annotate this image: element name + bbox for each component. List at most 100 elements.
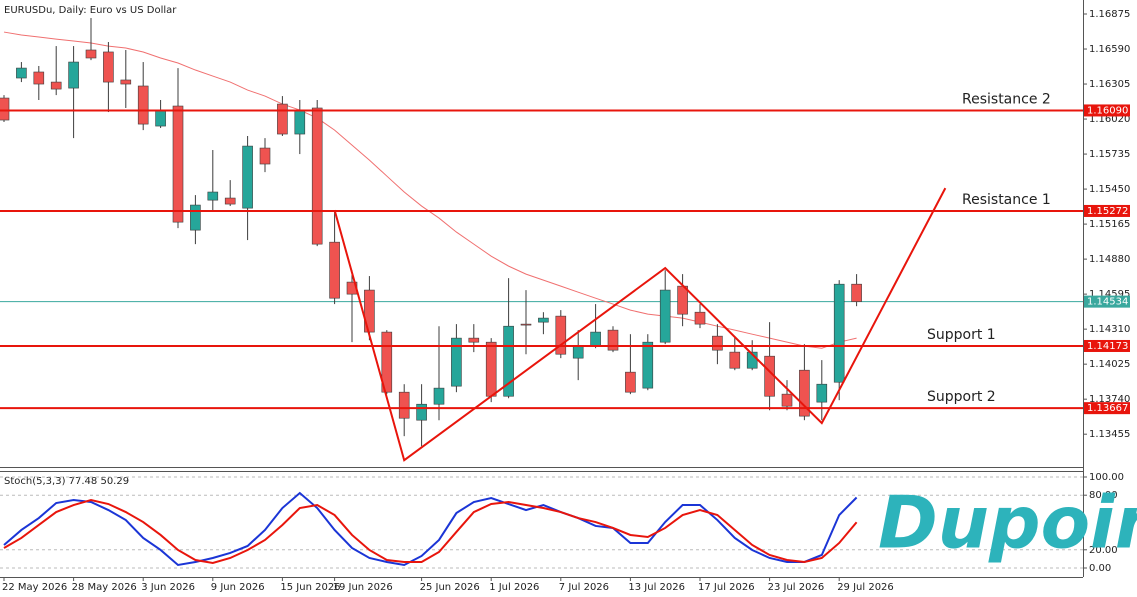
x-tick-label: 9 Jun 2026 <box>211 582 265 593</box>
x-tick-label: 22 May 2026 <box>2 582 67 593</box>
candle-body <box>833 283 845 383</box>
pattern-line <box>333 187 947 462</box>
candle-body <box>607 329 619 351</box>
stochastic-line <box>3 498 858 565</box>
chart-title: EURUSDu, Daily: Euro vs US Dollar <box>4 5 177 16</box>
x-tick-label: 15 Jun 2026 <box>280 582 340 593</box>
y-tick-label: 1.13740 <box>1089 394 1130 405</box>
price-tag <box>1084 295 1130 308</box>
level-name: Resistance 1 <box>962 192 1051 208</box>
y-tick-label: 80.00 <box>1089 490 1118 501</box>
candle-body <box>642 341 654 389</box>
candle-body <box>625 371 636 393</box>
candle-body <box>103 51 114 83</box>
y-tick-label: 1.13455 <box>1089 429 1130 440</box>
x-tick-label: 17 Jul 2026 <box>698 582 755 593</box>
candle-body <box>294 109 306 135</box>
candle-body <box>242 145 253 209</box>
x-tick-label: 13 Jul 2026 <box>628 582 685 593</box>
price-tag <box>1084 402 1130 415</box>
candle-body <box>172 105 184 223</box>
candle-body <box>451 337 462 387</box>
candle-body <box>485 341 497 397</box>
candle-body <box>694 311 706 325</box>
y-tick-label: 1.16590 <box>1089 44 1130 55</box>
x-tick-label: 19 Jun 2026 <box>333 582 393 593</box>
logo: Dupoin <box>878 481 1137 565</box>
candle-body <box>224 197 236 205</box>
x-tick-label: 1 Jul 2026 <box>489 582 539 593</box>
candle-body <box>468 337 480 343</box>
candle-body <box>398 391 410 419</box>
candle-body <box>520 323 532 326</box>
candle-body <box>155 109 166 127</box>
stochastic-line <box>3 491 858 567</box>
x-tick-label: 7 Jul 2026 <box>559 582 609 593</box>
candle-body <box>190 204 201 231</box>
moving-average <box>3 31 857 349</box>
candle-body <box>503 325 514 397</box>
candle-body <box>659 289 671 343</box>
level-name: Support 1 <box>927 327 996 343</box>
price-tag <box>1084 339 1130 352</box>
candle-body <box>33 71 45 85</box>
candle-body <box>259 147 271 165</box>
x-tick-label: 25 Jun 2026 <box>420 582 480 593</box>
level-name: Support 2 <box>927 389 996 405</box>
x-tick-label: 29 Jul 2026 <box>837 582 894 593</box>
price-tag-label: 1.14173 <box>1087 341 1128 352</box>
price-tag <box>1084 204 1130 217</box>
candle-body <box>799 369 810 417</box>
candle-body <box>50 81 62 90</box>
candle-body <box>555 315 567 355</box>
price-tag-label: 1.16090 <box>1087 105 1128 116</box>
y-tick-label: 1.16020 <box>1089 114 1130 125</box>
y-tick-label: 1.14310 <box>1089 324 1130 335</box>
x-tick-label: 23 Jul 2026 <box>768 582 825 593</box>
candle-body <box>433 387 445 405</box>
y-tick-label: 1.15165 <box>1089 219 1130 230</box>
candle-body <box>590 331 601 347</box>
candle-body <box>816 383 828 403</box>
candle-body <box>781 393 793 407</box>
y-tick-label: 1.14025 <box>1089 359 1130 370</box>
price-tag-label: 1.15272 <box>1087 206 1128 217</box>
candle-body <box>207 191 219 201</box>
candle-body <box>311 107 323 245</box>
y-tick-label: 1.16875 <box>1089 9 1130 20</box>
candle-body <box>712 335 723 351</box>
candle-body <box>85 49 97 59</box>
candle-body <box>729 351 741 369</box>
price-tag-label: 1.14534 <box>1087 297 1128 308</box>
level-name: Resistance 2 <box>962 91 1051 107</box>
y-tick-label: 1.15735 <box>1089 149 1130 160</box>
price-tag <box>1084 104 1130 117</box>
price-tag-label: 1.13667 <box>1087 403 1128 414</box>
indicator-title: Stoch(5,3,3) 77.48 50.29 <box>4 476 129 487</box>
candle-body <box>137 85 149 125</box>
candle-body <box>851 283 862 302</box>
candle-body <box>572 345 584 359</box>
y-tick-label: 1.14880 <box>1089 254 1130 265</box>
candle-body <box>329 241 340 299</box>
y-tick-label: 20.00 <box>1089 545 1118 556</box>
x-tick-label: 3 Jun 2026 <box>141 582 195 593</box>
y-tick-label: 0.00 <box>1089 563 1111 574</box>
candle-body <box>538 317 549 323</box>
y-tick-label: 1.15450 <box>1089 184 1130 195</box>
y-tick-label: 1.16305 <box>1089 79 1130 90</box>
candle-body <box>16 67 27 79</box>
candle-body <box>416 403 427 421</box>
y-tick-label: 100.00 <box>1089 472 1124 483</box>
candle-body <box>0 97 10 121</box>
candle-body <box>68 61 79 89</box>
candle-body <box>677 285 688 315</box>
candle-body <box>381 331 393 393</box>
candle-body <box>277 103 288 135</box>
x-tick-label: 28 May 2026 <box>72 582 137 593</box>
candle-body <box>120 79 132 85</box>
y-tick-label: 1.14595 <box>1089 289 1130 300</box>
